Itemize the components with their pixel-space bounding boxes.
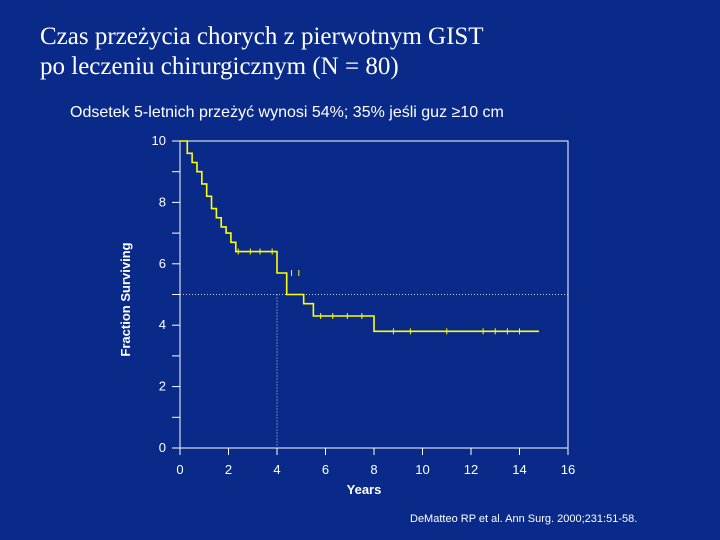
y-tick-label: 8 [159, 194, 166, 209]
x-tick-label: 0 [176, 462, 183, 477]
x-axis-label: Years [347, 482, 382, 497]
x-tick-label: 8 [370, 462, 377, 477]
survival-curve [180, 140, 539, 333]
y-tick-label: 4 [159, 317, 166, 332]
slide-title: Czas przeżycia chorych z pierwotnym GIST… [40, 22, 680, 82]
x-tick-label: 16 [561, 462, 575, 477]
slide-subtitle: Odsetek 5-letnich przeżyć wynosi 54%; 35… [70, 104, 504, 121]
slide-title-line1: Czas przeżycia chorych z pierwotnym GIST [40, 23, 484, 50]
y-tick-label: 2 [159, 379, 166, 394]
x-tick-label: 6 [322, 462, 329, 477]
citation: DeMatteo RP et al. Ann Surg. 2000;231:51… [410, 513, 638, 525]
x-tick-label: 2 [225, 462, 232, 477]
y-tick-label: 6 [159, 256, 166, 271]
plot-frame [179, 140, 569, 449]
x-tick-label: 10 [415, 462, 429, 477]
y-axis-label: Fraction Surviving [118, 242, 133, 356]
x-tick-label: 4 [273, 462, 280, 477]
x-tick-label: 14 [512, 462, 526, 477]
y-tick-label: 10 [152, 133, 166, 148]
y-tick-label: 0 [159, 440, 166, 455]
slide-title-line2: po leczeniu chirurgicznym (N = 80) [40, 53, 399, 80]
x-tick-label: 12 [464, 462, 478, 477]
